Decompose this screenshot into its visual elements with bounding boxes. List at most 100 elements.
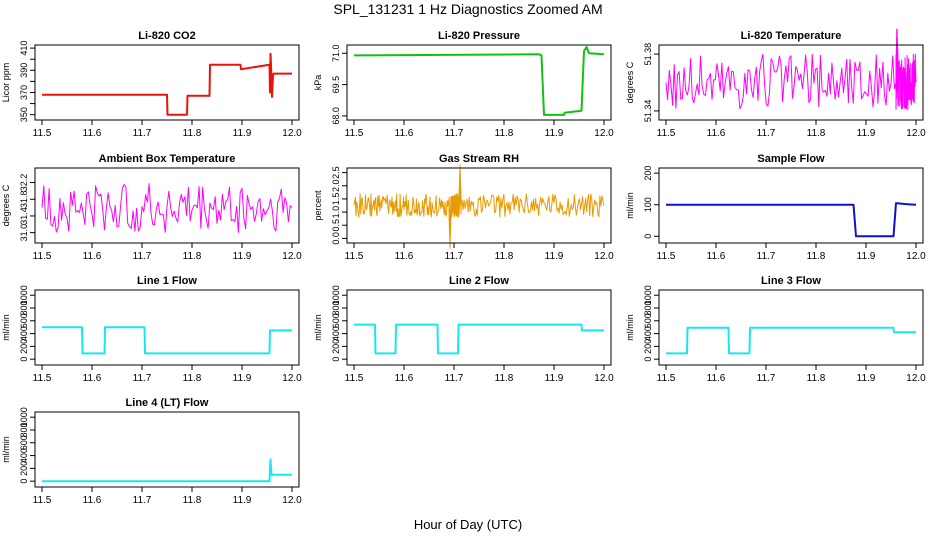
y-tick-label: 2.5 — [331, 166, 341, 179]
panel-line1: Line 1 Flow ml/min 11.5 11.6 11.7 11.8 11.9 12.… — [1, 275, 302, 384]
y-tick-label: 0.0 — [331, 232, 341, 245]
x-tick-label: 12.0 — [282, 251, 302, 262]
x-tick-label: 11.8 — [807, 251, 826, 262]
y-tick-label: 0.5 — [331, 219, 341, 232]
panel-title: Line 3 Flow — [761, 275, 821, 287]
y-tick-label: 400 — [643, 326, 653, 341]
y-axis-label: ml/min — [313, 314, 323, 341]
x-tick-label: 12.0 — [594, 251, 614, 262]
y-tick-label: 1000 — [19, 285, 29, 305]
series-line — [42, 458, 292, 483]
y-tick-label: 600 — [643, 313, 653, 328]
y-tick-label: 200 — [19, 461, 29, 476]
x-tick-label: 11.8 — [495, 251, 514, 262]
x-tick-label: 11.9 — [857, 251, 876, 262]
x-tick-label: 11.8 — [495, 373, 514, 384]
y-axis-label: degrees C — [625, 61, 635, 103]
panel-title: Li-820 CO2 — [138, 30, 195, 42]
x-tick-label: 11.7 — [133, 373, 152, 384]
x-tick-label: 11.6 — [707, 128, 726, 139]
x-tick-label: 11.6 — [395, 251, 414, 262]
y-axis-label: percent — [313, 190, 323, 221]
x-tick-label: 11.5 — [33, 128, 52, 139]
panel-title: Line 2 Flow — [449, 275, 509, 287]
y-tick-label: 800 — [19, 300, 29, 315]
x-tick-label: 11.6 — [707, 373, 726, 384]
y-tick-label: 2.0 — [331, 180, 341, 193]
series-line — [666, 202, 917, 238]
x-tick-label: 11.7 — [445, 373, 464, 384]
panel-box_temp: Ambient Box Temperature degrees C 11.5 11.6… — [1, 153, 302, 262]
x-tick-label: 11.5 — [345, 373, 364, 384]
series-line — [354, 323, 604, 355]
x-tick-label: 12.0 — [906, 251, 926, 262]
x-tick-label: 11.7 — [133, 251, 152, 262]
series-line — [353, 46, 605, 116]
panel-sample_flow: Sample Flow ml/min 11.5 11.6 11.7 11.8 11.9 12.… — [625, 153, 926, 262]
x-tick-label: 11.9 — [545, 373, 564, 384]
x-tick-label: 11.8 — [183, 495, 202, 506]
panel-title: Li-820 Pressure — [438, 30, 520, 42]
y-axis-label: ml/min — [625, 192, 635, 219]
x-tick-label: 11.6 — [707, 251, 726, 262]
y-axis-label: ml/min — [1, 436, 11, 463]
y-tick-label: 1000 — [19, 407, 29, 427]
x-tick-label: 11.7 — [757, 373, 776, 384]
x-tick-label: 11.8 — [807, 373, 826, 384]
series-line — [41, 183, 293, 233]
y-axis-label: ml/min — [1, 314, 11, 341]
panel-line2: Line 2 Flow ml/min 11.5 11.6 11.7 11.8 11.9 12.… — [313, 275, 614, 384]
y-axis-label: kPa — [313, 75, 323, 91]
x-tick-label: 11.6 — [83, 128, 102, 139]
panel-title: Li-820 Temperature — [741, 30, 842, 42]
y-tick-label: 51.38 — [643, 43, 653, 66]
y-tick-label: 800 — [331, 300, 341, 315]
x-tick-label: 11.8 — [183, 373, 202, 384]
y-tick-label: 0 — [331, 357, 341, 362]
x-tick-label: 12.0 — [906, 128, 926, 139]
x-tick-label: 11.6 — [83, 373, 102, 384]
x-tick-label: 11.5 — [345, 128, 364, 139]
y-tick-label: 31.4 — [19, 207, 29, 225]
y-tick-label: 400 — [331, 326, 341, 341]
x-tick-label: 12.0 — [906, 373, 926, 384]
y-tick-label: 200 — [331, 339, 341, 354]
x-tick-label: 12.0 — [282, 495, 302, 506]
panel-title: Line 4 (LT) Flow — [126, 397, 209, 409]
x-tick-label: 11.5 — [33, 251, 52, 262]
panel-rh: Gas Stream RH percent 11.5 11.6 11.7 11.8 11.9… — [313, 153, 614, 262]
figure-x-axis-label: Hour of Day (UTC) — [413, 517, 523, 532]
y-tick-label: 0 — [643, 357, 653, 362]
x-tick-label: 11.5 — [657, 373, 676, 384]
x-tick-label: 11.6 — [395, 373, 414, 384]
x-tick-label: 11.9 — [545, 251, 564, 262]
y-tick-label: 600 — [19, 313, 29, 328]
x-tick-label: 11.7 — [133, 128, 152, 139]
panel-pressure: Li-820 Pressure kPa 11.5 11.6 11.7 11.8 11.9 12… — [313, 30, 614, 139]
figure-title: SPL_131231 1 Hz Diagnostics Zoomed AM — [333, 1, 603, 17]
x-tick-label: 12.0 — [282, 128, 302, 139]
x-tick-label: 11.8 — [495, 128, 514, 139]
y-tick-label: 200 — [643, 166, 653, 181]
plot-frame — [346, 167, 612, 244]
x-tick-label: 11.5 — [657, 251, 676, 262]
x-tick-label: 11.6 — [83, 251, 102, 262]
x-tick-label: 11.7 — [133, 495, 152, 506]
x-tick-label: 11.6 — [395, 128, 414, 139]
x-tick-label: 11.9 — [233, 251, 252, 262]
x-tick-label: 11.8 — [807, 128, 826, 139]
plot-frame — [658, 167, 924, 244]
panel-line3: Line 3 Flow ml/min 11.5 11.6 11.7 11.8 11.9 12.… — [625, 275, 926, 384]
y-tick-label: 0 — [19, 357, 29, 362]
x-tick-label: 11.5 — [33, 373, 52, 384]
x-tick-label: 11.8 — [183, 251, 202, 262]
series-line — [353, 164, 605, 249]
x-tick-label: 11.7 — [445, 251, 464, 262]
x-tick-label: 11.9 — [233, 373, 252, 384]
plot-frame — [34, 411, 300, 488]
panel-co2: Li-820 CO2 Licor ppm 11.5 11.6 11.7 11.8 11.9 1… — [1, 30, 302, 139]
x-tick-label: 11.9 — [233, 128, 252, 139]
plot-frame — [346, 44, 612, 121]
plot-frame — [658, 44, 924, 121]
